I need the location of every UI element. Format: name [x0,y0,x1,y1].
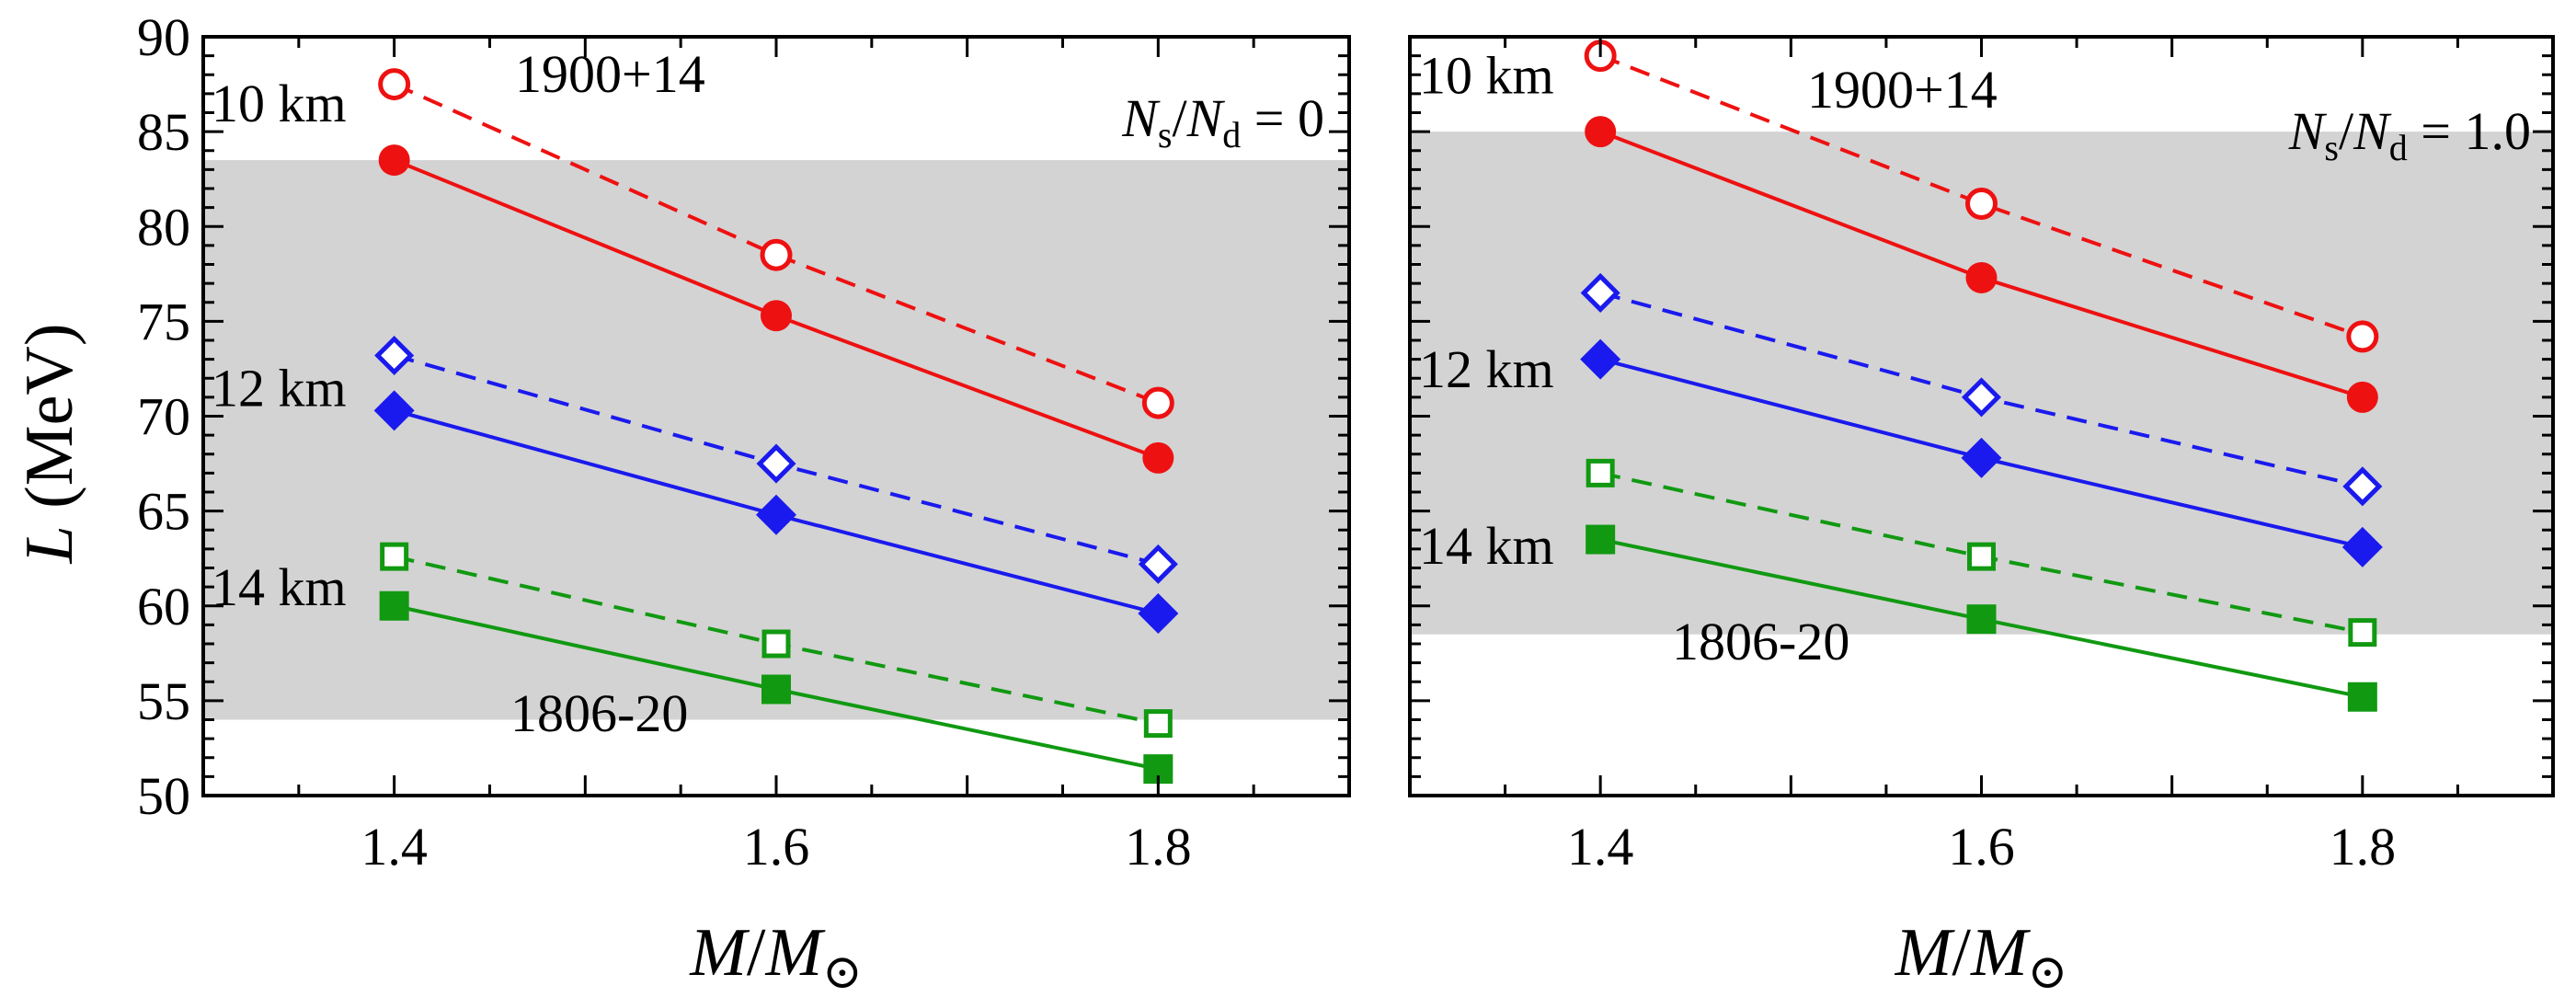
x-title-sun-symbol: ⊙ [822,946,863,997]
x-tick-label: 1.8 [2330,817,2397,877]
ns-nd-annotation: Ns/Nd = 1.0 [2288,101,2531,168]
y-tick-label: 85 [137,102,190,162]
ann-eq: = 0 [1241,88,1324,148]
ann-slash: / [2339,101,2354,161]
x-tick-label: 1.8 [1125,817,1192,877]
data-point [1143,709,1173,739]
x-tick-label: 1.6 [743,817,810,877]
data-point [373,390,415,431]
radius-label: 12 km [212,359,347,418]
data-point [1965,188,1998,220]
series-group [1580,40,2383,712]
data-point [761,629,791,659]
x-title-slash: / [747,915,766,991]
x-title-m: M [689,915,750,991]
data-point [761,674,791,705]
data-point [1138,593,1179,634]
band-label-lower: 1806-20 [1672,612,1849,671]
data-point [1141,386,1174,419]
data-point [374,335,415,376]
y-axis-title-var: L [12,525,87,564]
y-tick-label: 75 [137,292,190,351]
x-title-slash: / [1952,915,1971,991]
ann-n1: N [1121,88,1161,148]
ann-eq: = 1.0 [2408,101,2531,161]
x-axis-title: M/M⊙ [689,915,862,997]
x-tick-label: 1.6 [1948,817,2015,877]
radius-label: 12 km [1419,339,1554,399]
data-point [378,68,411,101]
ann-sub-d: d [1222,114,1241,155]
data-point [1965,261,1998,293]
data-point [1961,377,2002,418]
ann-n2: N [2353,101,2392,161]
ann-sub-s: s [2324,127,2339,168]
x-tick-label: 1.4 [361,817,428,877]
ann-slash: / [1172,88,1187,148]
y-tick-label: 55 [137,671,190,731]
data-point [1580,272,1620,313]
radius-label: 10 km [212,74,347,133]
series-line [393,82,1160,405]
data-point [1967,542,1996,571]
data-point [379,590,409,621]
y-tick-label: 80 [137,197,190,257]
y-tick-label: 60 [137,577,190,636]
x-title-m: M [1895,915,1956,991]
data-point [2348,618,2377,647]
x-title-sun-symbol: ⊙ [2028,946,2068,997]
x-title-msun: M [1970,915,2032,991]
series-line [1599,53,2364,338]
y-tick-label: 65 [137,482,190,542]
ann-n2: N [1186,88,1226,148]
data-point [1961,437,2002,478]
data-point [1580,338,1621,380]
radius-label: 10 km [1419,45,1554,105]
y-tick-label: 70 [137,387,190,447]
ann-n1: N [2288,101,2328,161]
band-label-upper: 1900+14 [515,44,705,104]
data-point [2346,320,2379,353]
data-point [756,494,796,535]
data-point [1586,524,1616,555]
data-point [2346,381,2378,413]
y-axis-title-unit: (MeV) [12,323,87,525]
series-group [373,68,1179,785]
x-title-msun: M [764,915,826,991]
data-point [378,144,410,177]
data-point [2342,466,2383,507]
y-axis-title: L (MeV) [12,323,87,564]
ann-sub-s: s [1158,114,1173,155]
data-point [761,300,792,332]
ann-sub-d: d [2389,127,2408,168]
data-point [1966,604,1997,635]
data-point [1142,441,1174,474]
radius-label: 14 km [212,557,347,617]
radius-label: 14 km [1419,516,1554,576]
data-point [1138,544,1178,584]
x-tick-label: 1.4 [1567,817,1634,877]
band-label-lower: 1806-20 [510,683,688,743]
y-tick-label: 50 [137,766,190,826]
svg-text:L (MeV): L (MeV) [12,323,87,564]
data-point [756,443,796,484]
data-point [1586,458,1615,487]
data-point [380,542,409,571]
x-axis-title: M/M⊙ [1895,915,2067,997]
data-point [2347,682,2377,712]
data-point [2341,526,2383,567]
data-point [1585,116,1617,148]
band-label-upper: 1900+14 [1807,60,1998,120]
y-tick-label: 90 [137,7,190,67]
data-point [760,238,793,271]
ns-nd-annotation: Ns/Nd = 0 [1121,88,1324,155]
